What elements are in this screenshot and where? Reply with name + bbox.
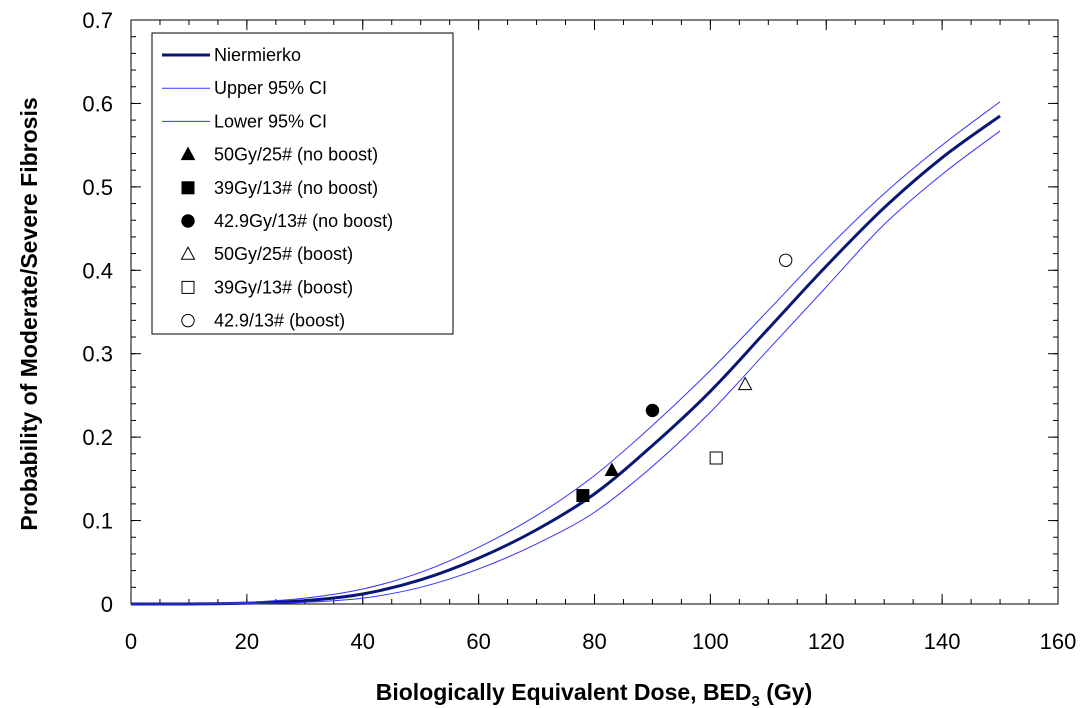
data-point-50gy-25-no-boost (604, 462, 620, 477)
legend-label-upper-95-ci: Upper 95% CI (214, 78, 327, 98)
y-tick-label: 0.5 (82, 175, 113, 200)
legend-label-50gy-25-no-boost: 50Gy/25# (no boost) (214, 145, 378, 165)
legend: Niermierko Upper 95% CI Lower 95% CI 50Gy/2… (151, 32, 454, 335)
series-line-lower-95-ci (130, 130, 1001, 605)
series-markers (576, 253, 793, 503)
x-tick-label: 160 (1040, 629, 1077, 654)
y-tick-label: 0.6 (82, 91, 113, 116)
x-axis-title: Biologically Equivalent Dose, BED3 (Gy) (376, 679, 812, 708)
x-axis-title-main: Biologically Equivalent Dose, BED (376, 679, 752, 705)
x-tick-label: 20 (235, 629, 259, 654)
series-line-niermierko (130, 114, 1001, 606)
legend-label-39gy-13-no-boost: 39Gy/13# (no boost) (214, 178, 378, 198)
y-tick-label: 0.2 (82, 425, 113, 450)
y-tick-label: 0.7 (82, 8, 113, 33)
legend-label-39gy-13-boost: 39Gy/13# (boost) (214, 277, 353, 297)
legend-swatch-42-9gy-13-no-boost (181, 214, 195, 228)
series-line-upper-95-ci (130, 101, 1001, 605)
legend-label-42-9gy-13-no-boost: 42.9Gy/13# (no boost) (214, 211, 393, 231)
y-axis-title: Probability of Moderate/Severe Fibrosis (16, 97, 42, 530)
data-point-50gy-25-boost (737, 376, 753, 391)
x-axis-title-suffix: (Gy) (760, 679, 812, 705)
data-point-39gy-13-boost (709, 451, 723, 465)
x-tick-label: 100 (692, 629, 729, 654)
major-ticks (130, 19, 1059, 605)
x-tick-label: 140 (924, 629, 961, 654)
legend-label-lower-95-ci: Lower 95% CI (214, 111, 327, 131)
y-tick-label: 0.4 (82, 258, 113, 283)
data-point-42-9gy-13-no-boost (645, 403, 660, 418)
series-lines (130, 101, 1001, 606)
y-tick-label: 0.1 (82, 509, 113, 534)
legend-label-42-9-13-boost: 42.9/13# (boost) (214, 311, 345, 331)
legend-swatch-50gy-25-no-boost (180, 146, 196, 161)
legend-box (151, 32, 454, 335)
x-tick-label: 120 (808, 629, 845, 654)
x-axis-title-subscript: 3 (752, 693, 760, 708)
legend-swatch-39gy-13-boost (181, 280, 195, 294)
x-tick-label: 60 (466, 629, 490, 654)
data-point-39gy-13-no-boost (576, 489, 590, 503)
legend-swatch-39gy-13-no-boost (181, 181, 195, 195)
legend-swatch-50gy-25-boost (180, 246, 196, 260)
legend-label-niermierko: Niermierko (214, 45, 301, 65)
x-tick-label: 0 (125, 629, 137, 654)
x-tick-label: 40 (351, 629, 375, 654)
y-tick-label: 0.3 (82, 342, 113, 367)
y-tick-label: 0 (101, 592, 113, 617)
y-tick-labels: 0 0.1 0.2 0.3 0.4 0.5 0.6 0.7 (82, 8, 113, 617)
legend-swatch-42-9-13-boost (181, 313, 195, 328)
data-point-42-9-13-boost (778, 253, 793, 267)
legend-label-50gy-25-boost: 50Gy/25# (boost) (214, 244, 353, 264)
x-tick-label: 80 (582, 629, 606, 654)
x-tick-labels: 0 20 40 60 80 100 120 140 160 (125, 629, 1076, 654)
